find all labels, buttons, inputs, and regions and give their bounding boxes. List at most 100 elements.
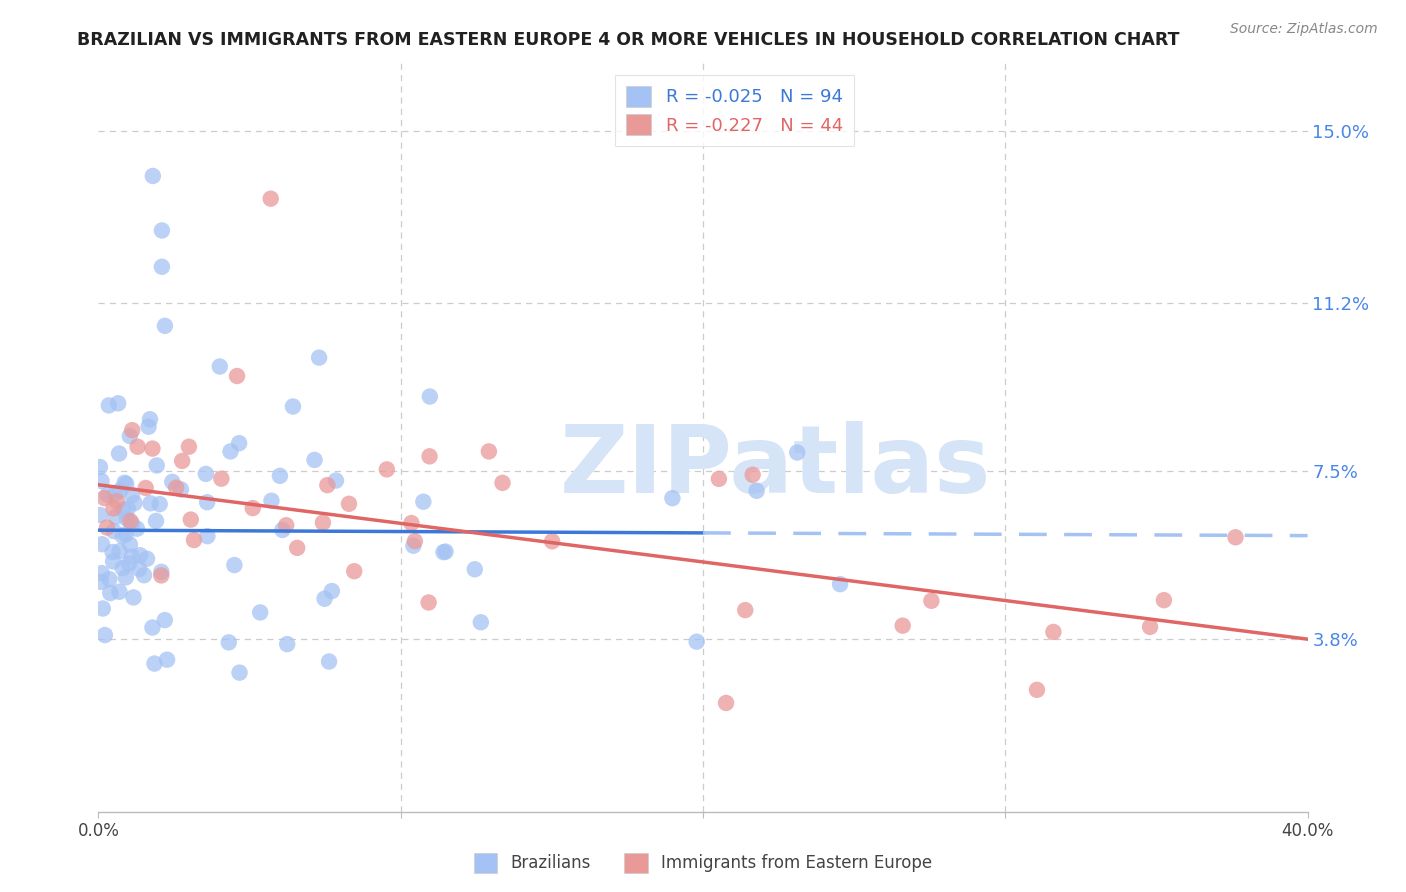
Point: [375, 462, 398, 476]
Text: Source: ZipAtlas.com: Source: ZipAtlas.com: [1230, 22, 1378, 37]
Point: [112, 502, 135, 516]
Point: [260, 192, 283, 206]
Point: [541, 534, 564, 549]
Point: [470, 615, 492, 630]
Point: [142, 169, 165, 183]
Point: [121, 516, 143, 531]
Point: [91, 601, 114, 615]
Point: [150, 565, 173, 579]
Point: [101, 545, 124, 559]
Point: [412, 494, 434, 508]
Point: [115, 512, 138, 526]
Point: [150, 223, 173, 237]
Point: [103, 524, 125, 538]
Point: [686, 634, 709, 648]
Point: [118, 557, 141, 571]
Text: ZIPatlas: ZIPatlas: [560, 421, 991, 513]
Point: [136, 551, 159, 566]
Point: [195, 495, 218, 509]
Point: [228, 436, 250, 450]
Point: [304, 453, 326, 467]
Point: [111, 561, 134, 575]
Legend: Brazilians, Immigrants from Eastern Europe: Brazilians, Immigrants from Eastern Euro…: [467, 847, 939, 880]
Point: [325, 474, 347, 488]
Point: [156, 653, 179, 667]
Point: [242, 501, 264, 516]
Point: [741, 467, 763, 482]
Point: [139, 496, 162, 510]
Point: [124, 496, 146, 510]
Point: [226, 369, 249, 384]
Point: [316, 478, 339, 492]
Point: [101, 554, 124, 568]
Point: [464, 562, 486, 576]
Point: [276, 518, 298, 533]
Point: [276, 637, 298, 651]
Point: [121, 423, 143, 437]
Text: BRAZILIAN VS IMMIGRANTS FROM EASTERN EUROPE 4 OR MORE VEHICLES IN HOUSEHOLD CORR: BRAZILIAN VS IMMIGRANTS FROM EASTERN EUR…: [77, 31, 1180, 49]
Point: [285, 541, 308, 555]
Point: [745, 483, 768, 498]
Point: [308, 351, 330, 365]
Point: [419, 390, 441, 404]
Point: [118, 537, 141, 551]
Point: [401, 516, 423, 530]
Point: [337, 497, 360, 511]
Point: [209, 472, 232, 486]
Point: [419, 450, 441, 464]
Point: [104, 487, 127, 501]
Point: [149, 497, 172, 511]
Point: [138, 419, 160, 434]
Point: [143, 657, 166, 671]
Point: [89, 460, 111, 475]
Point: [194, 467, 217, 481]
Point: [312, 516, 335, 530]
Point: [314, 591, 336, 606]
Point: [1153, 593, 1175, 607]
Point: [91, 537, 114, 551]
Point: [94, 628, 117, 642]
Point: [150, 568, 173, 582]
Point: [828, 577, 851, 591]
Point: [107, 396, 129, 410]
Point: [114, 527, 136, 541]
Point: [89, 508, 111, 522]
Point: [478, 444, 501, 458]
Point: [318, 655, 340, 669]
Point: [891, 618, 914, 632]
Point: [145, 514, 167, 528]
Point: [122, 591, 145, 605]
Point: [219, 444, 242, 458]
Point: [128, 562, 150, 576]
Point: [114, 475, 136, 490]
Point: [434, 544, 457, 558]
Point: [93, 491, 115, 505]
Point: [121, 488, 143, 502]
Point: [108, 544, 131, 558]
Point: [170, 483, 193, 497]
Point: [127, 440, 149, 454]
Point: [115, 477, 138, 491]
Point: [141, 442, 163, 456]
Point: [97, 398, 120, 412]
Point: [707, 472, 730, 486]
Point: [172, 454, 194, 468]
Point: [1139, 620, 1161, 634]
Point: [120, 514, 142, 528]
Point: [1026, 682, 1049, 697]
Point: [180, 512, 202, 526]
Point: [404, 534, 426, 549]
Point: [132, 568, 155, 582]
Point: [281, 400, 304, 414]
Point: [153, 318, 176, 333]
Point: [1042, 624, 1064, 639]
Point: [145, 458, 167, 473]
Point: [118, 429, 141, 443]
Point: [96, 520, 118, 534]
Point: [105, 494, 128, 508]
Point: [661, 491, 683, 505]
Point: [271, 523, 294, 537]
Point: [111, 529, 134, 543]
Point: [177, 440, 200, 454]
Point: [139, 412, 162, 426]
